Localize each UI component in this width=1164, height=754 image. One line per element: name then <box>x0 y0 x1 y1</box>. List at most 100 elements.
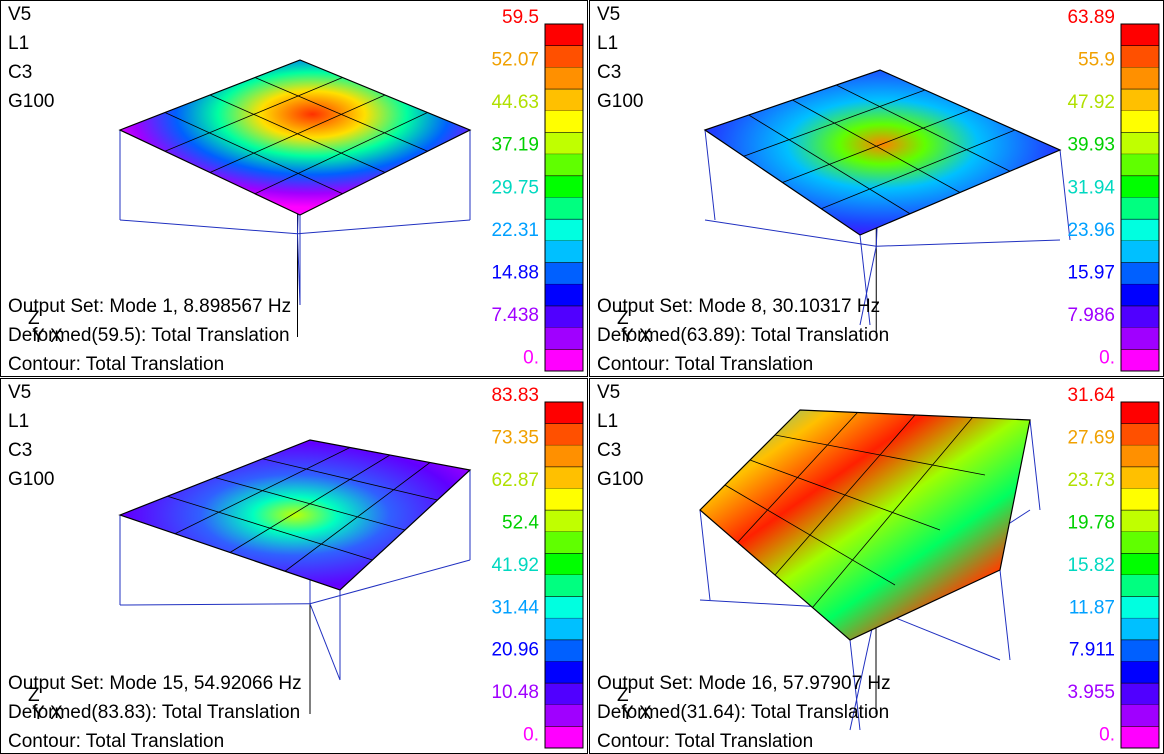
view-info: G100 <box>8 469 54 490</box>
contour-band <box>1121 489 1159 511</box>
view-info: C3 <box>8 440 32 461</box>
contour-band <box>1121 67 1159 89</box>
view-info: L1 <box>597 33 618 54</box>
contour-band <box>1121 553 1159 575</box>
legend-value: 37.19 <box>491 135 539 156</box>
legend-value: 11.87 <box>1069 597 1115 618</box>
legend-value: 15.97 <box>1067 262 1115 283</box>
contour-band <box>1121 111 1159 133</box>
contour-band <box>545 328 583 350</box>
contour-band <box>545 176 583 198</box>
contour-band <box>545 241 583 263</box>
view-info: L1 <box>8 33 29 54</box>
contour-info: Contour: Total Translation <box>597 354 813 375</box>
legend-value: 0. <box>1099 725 1115 746</box>
contour-band <box>545 24 583 46</box>
contour-band <box>1121 510 1159 532</box>
view-info: G100 <box>8 91 54 112</box>
legend-value: 0. <box>523 725 539 746</box>
contour-band <box>1121 349 1159 371</box>
legend-value: 14.88 <box>491 262 539 283</box>
contour-band <box>1121 219 1159 241</box>
legend-value: 52.07 <box>491 50 539 71</box>
view-info: V5 <box>597 4 620 25</box>
contour-band <box>1121 445 1159 467</box>
contour-band <box>1121 132 1159 154</box>
output-set: Output Set: Mode 15, 54.92066 Hz <box>8 673 302 694</box>
contour-band <box>545 640 583 662</box>
legend-value: 10.48 <box>491 682 539 703</box>
deformed-info: Deformed(59.5): Total Translation <box>8 325 290 346</box>
contour-band <box>1121 532 1159 554</box>
contour-band <box>1121 726 1159 748</box>
output-set: Output Set: Mode 8, 30.10317 Hz <box>597 296 880 317</box>
contour-band <box>545 705 583 727</box>
contour-band <box>545 46 583 68</box>
contour-band <box>1121 306 1159 328</box>
legend-value: 83.83 <box>491 385 539 406</box>
contour-band <box>545 445 583 467</box>
result-panel: V5L1C3G10083.8373.3562.8752.441.9231.442… <box>1 379 588 754</box>
contour-band <box>545 662 583 684</box>
legend-value: 44.63 <box>491 92 539 113</box>
contour-band <box>1121 24 1159 46</box>
contour-band <box>1121 705 1159 727</box>
contour-band <box>1121 575 1159 597</box>
contour-band <box>545 575 583 597</box>
results-window: V5 L1 C3 G100 59.5 52.07 44.63 37.19 29.75 22.31 1… <box>0 0 1164 754</box>
contour-band <box>545 263 583 285</box>
legend-value: 7.438 <box>491 305 539 326</box>
contour-band <box>545 553 583 575</box>
contour-band <box>1121 176 1159 198</box>
contour-band <box>545 67 583 89</box>
view-info: V5 <box>597 382 620 403</box>
view-info: G100 <box>597 91 643 112</box>
deformed-info: Deformed(83.83): Total Translation <box>8 702 300 723</box>
result-panel: V5L1C3G10031.6427.6923.7319.7815.8211.87… <box>590 379 1164 754</box>
contour-band <box>545 510 583 532</box>
contour-band <box>1121 154 1159 176</box>
legend-value: 31.94 <box>1067 177 1115 198</box>
legend-value: 7.911 <box>1069 640 1115 661</box>
contour-band <box>545 132 583 154</box>
contour-band <box>545 424 583 446</box>
deformed-info: Deformed(63.89): Total Translation <box>597 325 889 346</box>
contour-band <box>545 306 583 328</box>
contour-info: Contour: Total Translation <box>597 731 813 752</box>
view-info: L1 <box>8 411 29 432</box>
legend-value: 63.89 <box>1067 7 1115 28</box>
contour-band <box>545 154 583 176</box>
contour-band <box>1121 662 1159 684</box>
output-set: Output Set: Mode 1, 8.898567 Hz <box>8 296 291 317</box>
contour-band <box>1121 89 1159 111</box>
legend-value: 59.5 <box>502 7 539 28</box>
contour-band <box>1121 618 1159 640</box>
legend-value: 0. <box>523 348 539 369</box>
contour-band <box>1121 640 1159 662</box>
legend-value: 15.82 <box>1067 555 1115 576</box>
contour-band <box>1121 263 1159 285</box>
contour-band <box>545 532 583 554</box>
contour-band <box>545 219 583 241</box>
contour-band <box>1121 328 1159 350</box>
legend-value: 3.955 <box>1067 682 1115 703</box>
contour-band <box>1121 284 1159 306</box>
output-set: Output Set: Mode 16, 57.97907 Hz <box>597 673 891 694</box>
contour-band <box>545 597 583 619</box>
contour-band <box>545 683 583 705</box>
contour-band <box>545 726 583 748</box>
contour-band <box>545 467 583 489</box>
view-info: C3 <box>597 440 621 461</box>
contour-band <box>545 198 583 220</box>
view-info: C3 <box>597 62 621 83</box>
legend-value: 62.87 <box>491 470 539 491</box>
legend-value: 47.92 <box>1067 92 1115 113</box>
legend-value: 31.44 <box>491 597 539 618</box>
legend-value: 22.31 <box>491 220 539 241</box>
contour-band <box>1121 46 1159 68</box>
contour-band <box>545 111 583 133</box>
view-info: V5 <box>8 382 31 403</box>
result-panel: V5L1C3G10063.8955.947.9239.9331.9423.961… <box>590 1 1164 377</box>
legend-value: 7.986 <box>1067 305 1115 326</box>
legend-value: 29.75 <box>491 177 539 198</box>
